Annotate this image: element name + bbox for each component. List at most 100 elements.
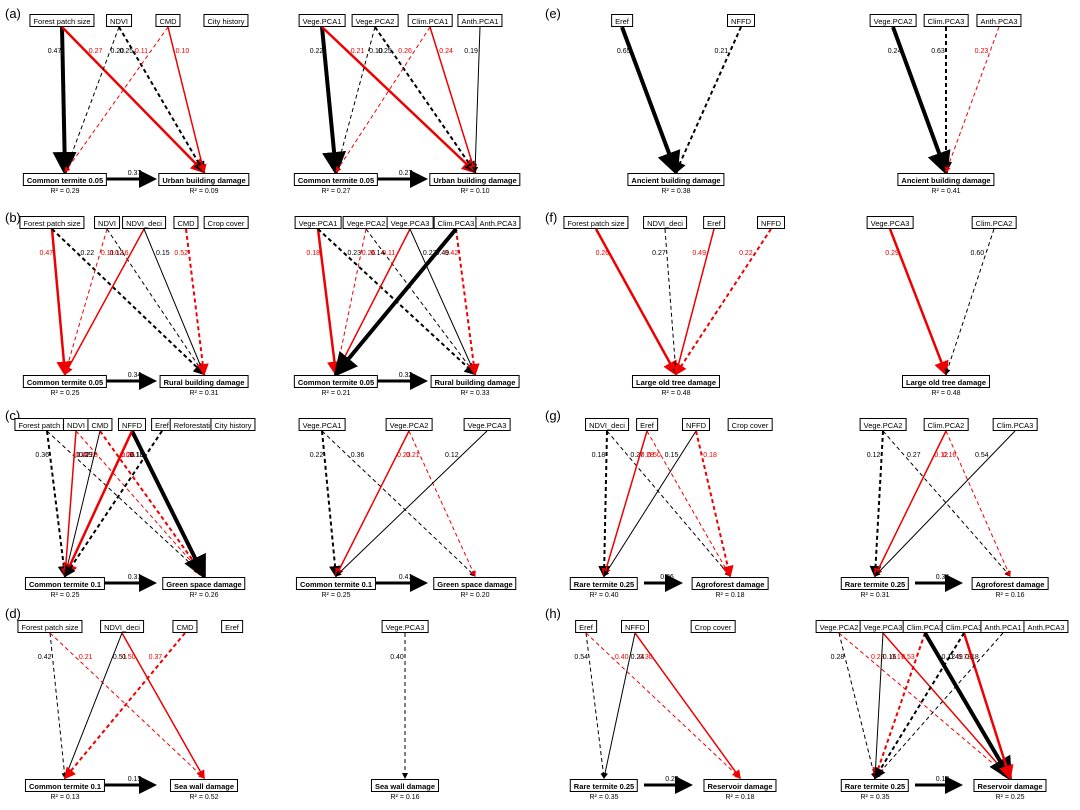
node-green-space-damage: Green space damage xyxy=(433,577,517,590)
path-arrow xyxy=(594,228,678,377)
r-squared-label: R² = 0.25 xyxy=(50,592,80,599)
path-arrow xyxy=(606,430,731,577)
node-agroforest-damage: Agroforest damage xyxy=(971,577,1049,590)
node-eref: Eref xyxy=(575,620,597,633)
node-vege-pca1: Vege.PCA1 xyxy=(298,418,346,431)
r-squared-label: R² = 0.16 xyxy=(390,794,420,801)
path-coefficient: 0.14 xyxy=(371,250,385,257)
path-coefficient: 0.30 xyxy=(639,654,653,661)
path-arrow xyxy=(52,26,77,176)
node-vege-pca2: Vege.PCA2 xyxy=(869,14,917,27)
node-vege-pca3: Vege.PCA3 xyxy=(463,418,511,431)
node-crop-cover: Crop cover xyxy=(727,418,773,431)
path-arrow xyxy=(602,632,636,779)
path-coefficient: 0.24 xyxy=(631,654,645,661)
path-coefficient: 0.49 xyxy=(949,654,963,661)
node-nffd: NFFD xyxy=(621,620,649,633)
path-coefficient: 0.11 xyxy=(382,250,395,257)
path-coefficient: 0.49 xyxy=(436,250,450,257)
path-arrow xyxy=(374,26,477,174)
path-coefficient: 0.50 xyxy=(122,654,136,661)
node-vege-pca2: Vege.PCA2 xyxy=(859,418,907,431)
r-squared-label: R² = 0.25 xyxy=(321,592,351,599)
path-coefficient: 0.21 xyxy=(351,48,365,55)
mid-path-coefficient: 0.34 xyxy=(128,372,142,379)
r-squared-label: R² = 0.27 xyxy=(321,188,351,195)
r-squared-label: R² = 0.33 xyxy=(460,390,490,397)
node-ndvi-deci: NDVI_deci xyxy=(100,620,144,633)
path-arrow xyxy=(585,632,607,779)
node-common-termite-0-05: Common termite 0.05 xyxy=(22,173,108,186)
node-rare-termite-0-25: Rare termite 0.25 xyxy=(840,779,910,792)
node-anth-pca1: Anth.PCA1 xyxy=(457,14,503,27)
path-coefficient: 0.53 xyxy=(901,654,915,661)
node-rural-building-damage: Rural building damage xyxy=(430,375,520,388)
node-vege-pca3: Vege.PCA3 xyxy=(386,216,434,229)
path-coefficient: 0.50 xyxy=(647,452,661,459)
mid-path-coefficient: 0.26 xyxy=(660,574,674,581)
r-squared-label: R² = 0.13 xyxy=(50,794,80,801)
path-coefficient: 0.13 xyxy=(130,452,144,459)
node-forest-patch-size: Forest patch size xyxy=(563,216,629,229)
path-arrow xyxy=(51,228,206,376)
r-squared-label: R² = 0.20 xyxy=(460,592,490,599)
path-arrow xyxy=(620,26,681,176)
path-arrow xyxy=(316,228,342,377)
path-arrow xyxy=(673,228,715,376)
node-reservoir-damage: Reservoir damage xyxy=(973,779,1047,792)
path-coefficient: 0.15 xyxy=(665,452,679,459)
node-cmd: CMD xyxy=(173,216,199,229)
path-coefficient: 0.52 xyxy=(174,250,188,257)
node-forest-patch-size: Forest patch size xyxy=(19,216,85,229)
node-eref: Eref xyxy=(611,14,633,27)
r-squared-label: R² = 0.31 xyxy=(189,390,219,397)
r-squared-label: R² = 0.18 xyxy=(725,794,755,801)
path-arrow xyxy=(335,430,488,577)
path-coefficient: 0.26 xyxy=(121,452,135,459)
path-arrow xyxy=(695,430,734,578)
path-coefficient: 0.23 xyxy=(871,654,885,661)
path-arrow xyxy=(64,632,123,779)
node-nffd: NFFD xyxy=(757,216,785,229)
node-vege-pca1: Vege.PCA1 xyxy=(294,216,342,229)
path-arrow xyxy=(143,228,205,375)
r-squared-label: R² = 0.26 xyxy=(189,592,219,599)
path-arrow xyxy=(63,430,101,577)
path-arrow xyxy=(335,26,431,173)
node-ndvi: NDVI xyxy=(94,216,120,229)
path-arrow xyxy=(64,26,169,173)
node-vege-pca3: Vege.PCA3 xyxy=(859,620,907,633)
mid-path-coefficient: 0.15 xyxy=(128,776,142,783)
path-coefficient: 0.37 xyxy=(149,654,163,661)
path-arrow xyxy=(664,228,679,375)
path-arrow xyxy=(118,26,206,174)
path-coefficient: 0.21 xyxy=(406,452,420,459)
panel-label-g: (g) xyxy=(545,408,561,423)
path-coefficient: 0.21 xyxy=(714,48,728,55)
node-crop-cover: Crop cover xyxy=(203,216,249,229)
r-squared-label: R² = 0.31 xyxy=(860,592,890,599)
path-arrow xyxy=(321,430,342,578)
node-green-space-damage: Green space damage xyxy=(162,577,246,590)
node-vege-pca1: Vege.PCA1 xyxy=(298,14,346,27)
path-arrow xyxy=(634,632,741,780)
path-arrow xyxy=(674,26,742,174)
mid-path-coefficient: 0.32 xyxy=(399,372,413,379)
node-vege-pca3: Vege.PCA3 xyxy=(866,216,914,229)
path-coefficient: 0.60 xyxy=(971,250,985,257)
path-coefficient: 0.12 xyxy=(445,452,459,459)
path-coefficient: 0.36 xyxy=(35,452,49,459)
path-arrow xyxy=(944,26,1000,173)
node-common-termite-0-05: Common termite 0.05 xyxy=(293,375,379,388)
node-rural-building-damage: Rural building damage xyxy=(159,375,249,388)
path-coefficient: 0.18 xyxy=(703,452,717,459)
mid-path-coefficient: 0.41 xyxy=(399,574,413,581)
path-coefficient: 0.54 xyxy=(975,452,989,459)
path-coefficient: 0.29 xyxy=(885,250,899,257)
path-coefficient: 0.24 xyxy=(439,48,453,55)
panel-label-d: (d) xyxy=(5,606,21,621)
path-coefficient: 0.15 xyxy=(156,250,170,257)
path-arrow xyxy=(63,26,120,173)
path-coefficient: 0.27 xyxy=(423,250,437,257)
